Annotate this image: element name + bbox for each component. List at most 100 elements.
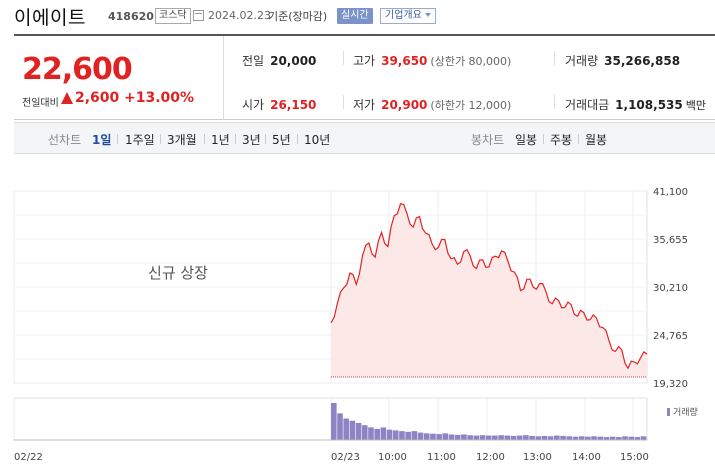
candle-chart-label: 봉차트 bbox=[471, 133, 505, 147]
tab-daily[interactable]: 일봉 bbox=[515, 133, 538, 147]
volume-bar bbox=[386, 429, 393, 440]
realtime-button[interactable]: 실시간 bbox=[337, 8, 373, 24]
volume-bar bbox=[628, 436, 635, 440]
x-tick-label: 02/22 bbox=[14, 452, 43, 463]
x-tick-label: 14:00 bbox=[572, 452, 601, 463]
divider bbox=[343, 95, 344, 109]
volume-bar bbox=[554, 435, 560, 440]
up-arrow-icon bbox=[61, 92, 73, 104]
volume-bar bbox=[479, 435, 486, 440]
volume-bar bbox=[547, 436, 554, 440]
volume-bar bbox=[374, 428, 380, 440]
current-price: 22,600 bbox=[22, 52, 133, 87]
high-cell: 고가 39,650 (상한가 80,000) bbox=[353, 52, 511, 69]
tab-1y[interactable]: 1년 bbox=[211, 133, 230, 147]
volume-bar bbox=[634, 437, 641, 440]
volume-bar bbox=[436, 434, 442, 440]
divider bbox=[554, 95, 555, 109]
open-value: 26,150 bbox=[270, 98, 317, 112]
change-label: 전일대비 bbox=[22, 98, 59, 109]
price-area bbox=[331, 203, 647, 378]
y-tick-label: 41,100 bbox=[653, 187, 688, 198]
price-summary: 22,600 전일대비 2,600 +13.00% 전일 20,000 시가 26,… bbox=[14, 34, 715, 120]
volume-legend: 거래량 bbox=[673, 406, 698, 418]
tab-10y[interactable]: 10년 bbox=[304, 133, 331, 147]
volume-bar bbox=[609, 436, 616, 440]
volume-bar bbox=[529, 435, 535, 440]
volume-bar bbox=[560, 435, 566, 440]
volume-bar bbox=[337, 413, 343, 440]
volume-bar bbox=[368, 427, 374, 440]
volume-bar bbox=[541, 435, 548, 440]
chevron-down-icon bbox=[424, 13, 431, 17]
x-tick-label: 02/23 bbox=[331, 452, 360, 463]
tab-5y[interactable]: 5년 bbox=[272, 133, 291, 147]
divider bbox=[160, 134, 161, 144]
volume-bar bbox=[498, 435, 504, 440]
tab-monthly[interactable]: 월봉 bbox=[585, 133, 608, 147]
company-info-label: 기업개요 bbox=[385, 10, 422, 21]
prev-close-cell: 전일 20,000 bbox=[242, 52, 316, 69]
upper-limit: (상한가 80,000) bbox=[430, 55, 512, 68]
stock-header: 이에이트 418620 코스닥 2024.02.23 기준(장마감) 실시간 기… bbox=[0, 0, 715, 34]
x-tick-label: 15:00 bbox=[620, 452, 649, 463]
volume-bar bbox=[380, 427, 387, 440]
volume-bar bbox=[504, 435, 511, 440]
volume-bar bbox=[485, 435, 492, 440]
divider bbox=[297, 134, 298, 144]
tab-3m[interactable]: 3개월 bbox=[167, 133, 197, 147]
volume-bar bbox=[473, 435, 480, 440]
volume-bar bbox=[343, 418, 349, 440]
volume-legend-swatch bbox=[667, 408, 670, 416]
volume-bars bbox=[14, 403, 647, 441]
low-label: 저가 bbox=[353, 98, 376, 112]
volume-bar bbox=[399, 431, 405, 440]
company-info-button[interactable]: 기업개요 bbox=[380, 8, 436, 24]
volume-bar bbox=[331, 403, 337, 440]
lower-limit: (하한가 12,000) bbox=[430, 99, 512, 112]
y-axis: 41,100 35,655 30,210 24,765 19,320 bbox=[653, 187, 688, 390]
volume-bar bbox=[349, 420, 356, 440]
stock-code: 418620 bbox=[108, 10, 154, 23]
prev-close-value: 20,000 bbox=[270, 54, 317, 68]
volume-bar bbox=[516, 435, 523, 440]
volume-bar bbox=[467, 435, 473, 440]
divider bbox=[204, 134, 205, 144]
x-tick-label: 11:00 bbox=[427, 452, 456, 463]
current-price-panel: 22,600 전일대비 2,600 +13.00% bbox=[14, 36, 224, 120]
amount-label: 거래대금 bbox=[565, 98, 610, 112]
tab-weekly[interactable]: 주봉 bbox=[550, 133, 573, 147]
market-badge: 코스닥 bbox=[155, 8, 191, 24]
prev-close-label: 전일 bbox=[242, 54, 265, 68]
volume-bar bbox=[572, 436, 579, 440]
tab-1w[interactable]: 1주일 bbox=[125, 133, 155, 147]
high-value: 39,650 bbox=[381, 54, 428, 68]
volume-bar bbox=[417, 432, 424, 440]
volume-bar bbox=[597, 436, 604, 440]
divider bbox=[343, 51, 344, 65]
volume-bar bbox=[622, 436, 628, 440]
change-percent: +13.00% bbox=[124, 90, 195, 106]
stock-name: 이에이트 bbox=[14, 7, 86, 29]
volume-bar bbox=[591, 436, 597, 440]
y-tick-label: 19,320 bbox=[653, 379, 688, 390]
volume-bar bbox=[523, 435, 529, 440]
tab-3y[interactable]: 3년 bbox=[242, 133, 261, 147]
calendar-icon bbox=[193, 10, 204, 21]
tab-1d[interactable]: 1일 bbox=[92, 133, 112, 147]
volume-bar bbox=[461, 434, 467, 440]
volume-bar bbox=[603, 437, 610, 440]
x-tick-label: 12:00 bbox=[476, 452, 505, 463]
x-tick-label: 13:00 bbox=[523, 452, 552, 463]
volume-bar bbox=[566, 436, 573, 440]
volume-value: 35,266,858 bbox=[604, 54, 681, 68]
volume-bar bbox=[492, 435, 498, 440]
price-chart: 신규 상장 41,100 35,655 30,210 24,765 19,320 거래량… bbox=[13, 187, 698, 463]
quote-date: 2024.02.23 bbox=[208, 9, 271, 22]
y-tick-label: 30,210 bbox=[653, 283, 688, 294]
volume-label: 거래량 bbox=[565, 54, 599, 68]
amount-value: 1,108,535 bbox=[615, 98, 683, 112]
volume-bar bbox=[423, 433, 430, 440]
volume-bar bbox=[510, 435, 517, 440]
open-label: 시가 bbox=[242, 98, 265, 112]
